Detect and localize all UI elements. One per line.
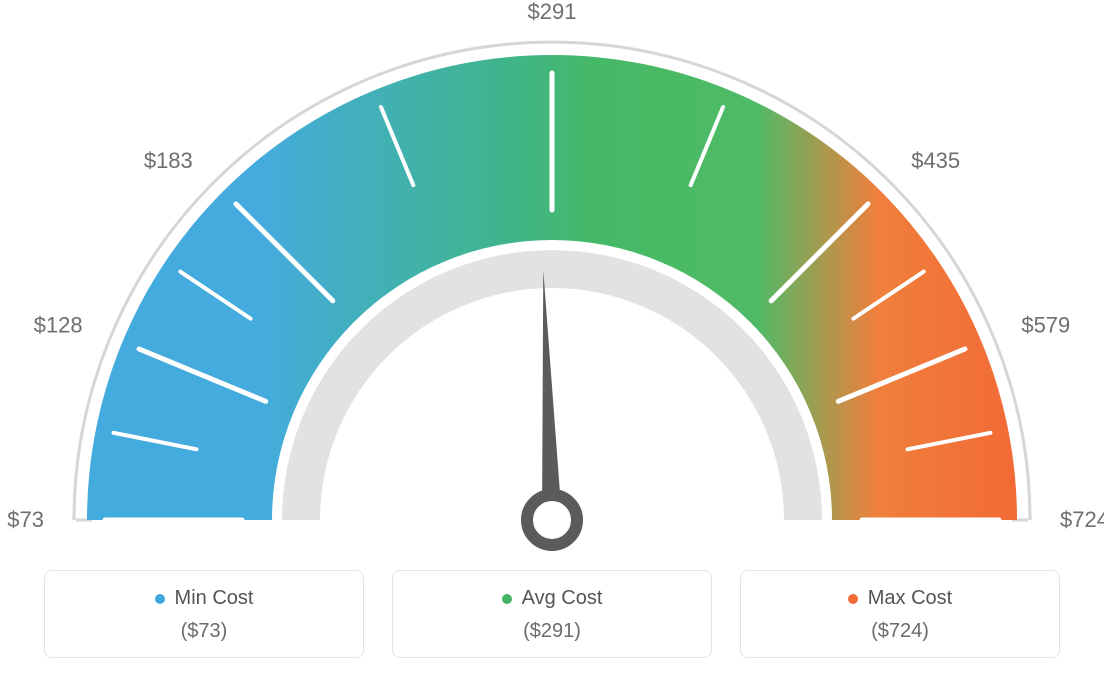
legend-label-max: Max Cost	[848, 587, 952, 610]
legend-value-min: ($73)	[45, 620, 363, 643]
dot-max	[848, 594, 858, 604]
svg-text:$724: $724	[1060, 507, 1104, 532]
legend-label-min-text: Min Cost	[175, 587, 254, 610]
dot-min	[155, 594, 165, 604]
legend-label-max-text: Max Cost	[868, 587, 952, 610]
legend-row: Min Cost ($73) Avg Cost ($291) Max Cost …	[0, 570, 1104, 658]
legend-label-avg-text: Avg Cost	[522, 587, 603, 610]
legend-label-avg: Avg Cost	[502, 587, 603, 610]
legend-card-max: Max Cost ($724)	[740, 570, 1060, 658]
svg-text:$73: $73	[7, 507, 44, 532]
legend-card-avg: Avg Cost ($291)	[392, 570, 712, 658]
dot-avg	[502, 594, 512, 604]
legend-value-max: ($724)	[741, 620, 1059, 643]
legend-label-min: Min Cost	[155, 587, 254, 610]
legend-value-avg: ($291)	[393, 620, 711, 643]
svg-text:$291: $291	[528, 0, 577, 24]
gauge-area: $73 $128 $183 $291 $435 $579 $724	[0, 0, 1104, 560]
legend-card-min: Min Cost ($73)	[44, 570, 364, 658]
gauge-svg: $73 $128 $183 $291 $435 $579 $724	[0, 0, 1104, 560]
cost-gauge-chart: $73 $128 $183 $291 $435 $579 $724 Min Cost ($7…	[0, 0, 1104, 690]
svg-text:$435: $435	[911, 148, 960, 173]
svg-text:$128: $128	[34, 313, 83, 338]
svg-text:$183: $183	[144, 148, 193, 173]
svg-text:$579: $579	[1021, 313, 1070, 338]
